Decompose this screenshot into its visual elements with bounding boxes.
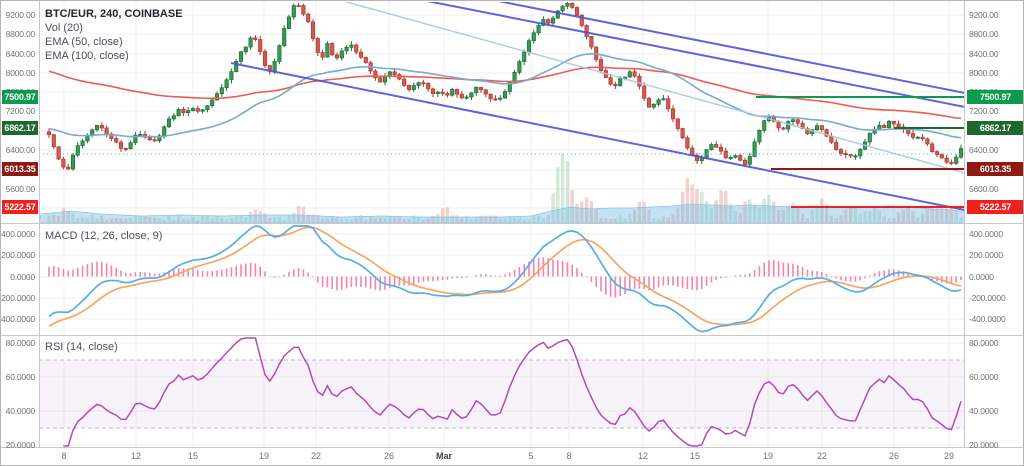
- price-line-badge: 7500.97: [967, 90, 1023, 104]
- axis-tick-label: 200.0000: [1, 250, 35, 260]
- axis-tick-label: 5600.00: [5, 184, 36, 194]
- macd-legend[interactable]: MACD (12, 26, close, 9): [45, 230, 163, 242]
- time-tick-label: 15: [187, 451, 199, 461]
- main-pane-legend: BTC/EUR, 240, COINBASE Vol (20) EMA (50,…: [45, 7, 183, 63]
- symbol-legend[interactable]: BTC/EUR, 240, COINBASE: [45, 8, 183, 20]
- time-tick-label: 29: [943, 451, 955, 461]
- axis-tick-label: 20.0000: [5, 440, 36, 450]
- axis-tick-label: 60.0000: [969, 372, 999, 382]
- price-line-badge: 6862.17: [967, 121, 1023, 135]
- axis-tick-label: 8000.00: [5, 68, 36, 78]
- axis-tick-label: 0.0000: [10, 272, 35, 282]
- time-tick-label: 19: [258, 451, 270, 461]
- axis-tick-label: 9200.00: [5, 10, 36, 20]
- price-line-badge: 5222.57: [967, 200, 1023, 214]
- time-tick-label: 12: [637, 451, 649, 461]
- ema50-legend[interactable]: EMA (50, close): [45, 36, 123, 48]
- price-line-badge: 6862.17: [2, 121, 38, 135]
- ema100-legend[interactable]: EMA (100, close): [45, 50, 129, 62]
- axis-tick-label: 40.0000: [969, 406, 999, 416]
- axis-tick-label: 9200.00: [969, 10, 999, 20]
- rsi-legend[interactable]: RSI (14, close): [45, 341, 118, 353]
- time-tick-label: Mar: [435, 451, 453, 461]
- axis-tick-label: 60.0000: [5, 372, 36, 382]
- axis-tick-label: 8400.00: [5, 49, 36, 59]
- price-line-badge: 6013.35: [2, 162, 38, 176]
- time-tick-label: 26: [383, 451, 395, 461]
- axis-tick-label: 400.0000: [969, 229, 1003, 239]
- axis-tick-label: 8400.00: [969, 49, 999, 59]
- axis-tick-label: 6400.00: [969, 145, 999, 155]
- axis-tick-label: -400.0000: [0, 314, 35, 324]
- axis-tick-label: 8800.00: [5, 29, 36, 39]
- price-line-badge: 7500.97: [2, 90, 38, 104]
- axis-tick-label: -200.0000: [0, 293, 35, 303]
- axis-tick-label: -200.0000: [969, 293, 1006, 303]
- axis-tick-label: 7200.00: [969, 106, 999, 116]
- axis-tick-label: 8800.00: [969, 29, 999, 39]
- axis-tick-label: 40.0000: [5, 406, 36, 416]
- axis-tick-label: -400.0000: [969, 314, 1006, 324]
- axis-tick-label: 6400.00: [5, 145, 36, 155]
- axis-tick-label: 7200.00: [5, 106, 36, 116]
- time-tick-label: 12: [130, 451, 142, 461]
- time-tick-label: 8: [566, 451, 572, 461]
- axis-tick-label: 8000.00: [969, 68, 999, 78]
- volume-legend[interactable]: Vol (20): [45, 22, 83, 34]
- time-tick-label: 5: [528, 451, 534, 461]
- time-tick-label: 8: [61, 451, 67, 461]
- axis-tick-label: 80.0000: [969, 338, 999, 348]
- axis-tick-label: 80.0000: [5, 338, 36, 348]
- price-line-badge: 6013.35: [967, 162, 1023, 176]
- axis-tick-label: 400.0000: [1, 229, 35, 239]
- time-tick-label: 26: [888, 451, 900, 461]
- time-tick-label: 15: [689, 451, 701, 461]
- axis-tick-label: 20.0000: [969, 440, 999, 450]
- axis-tick-label: 5600.00: [969, 184, 999, 194]
- time-tick-label: 22: [816, 451, 828, 461]
- axis-tick-label: 200.0000: [969, 250, 1003, 260]
- price-line-badge: 5222.57: [2, 200, 38, 214]
- axis-tick-label: 0.0000: [969, 272, 994, 282]
- time-tick-label: 22: [310, 451, 322, 461]
- time-tick-label: 19: [762, 451, 774, 461]
